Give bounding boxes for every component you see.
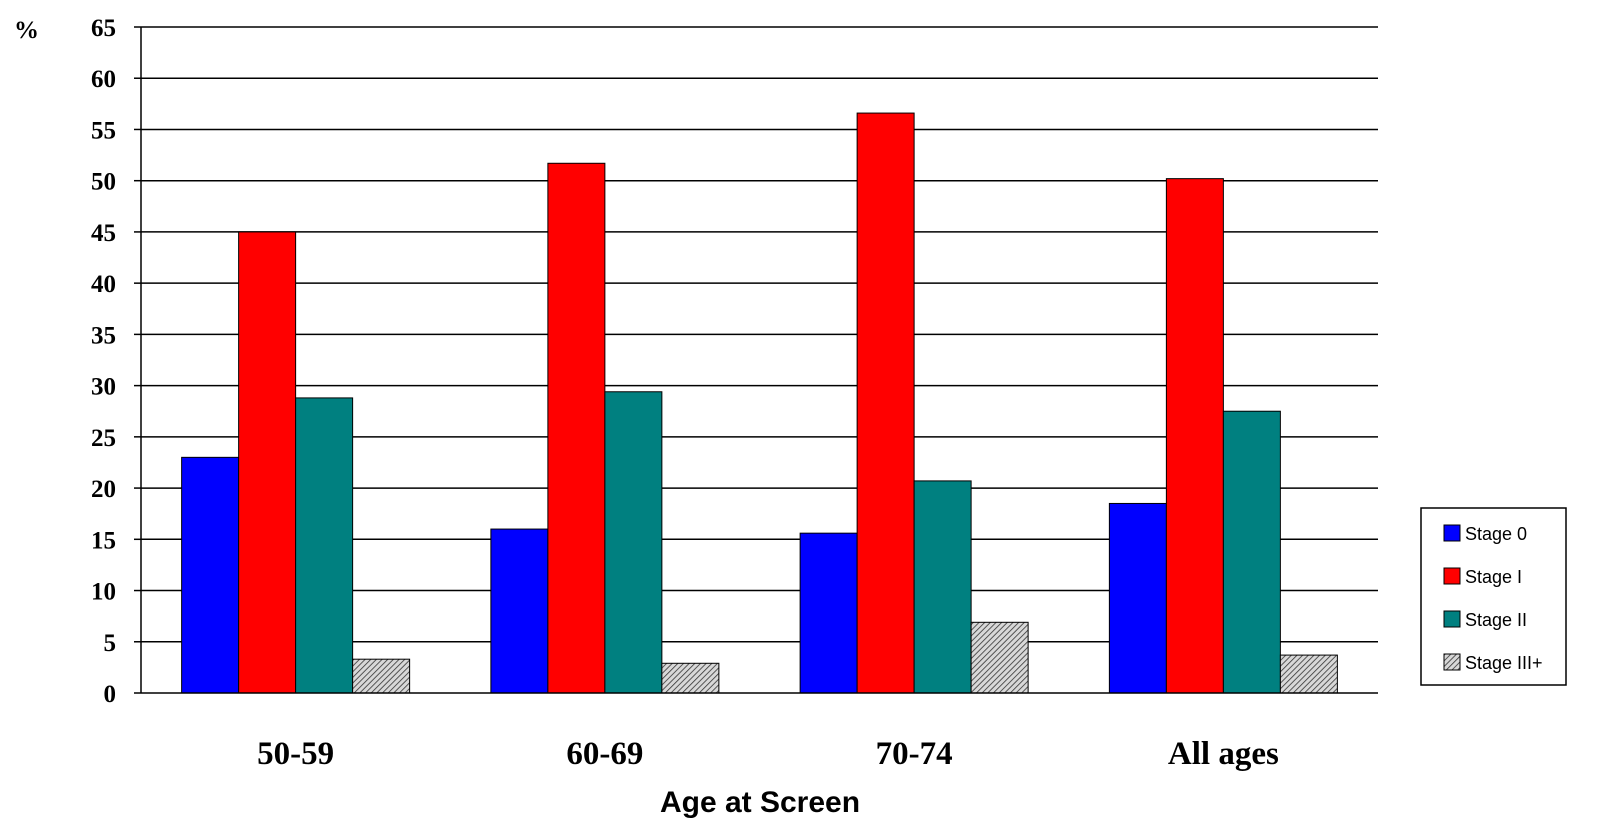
y-tick-label: 20	[91, 476, 116, 503]
bar-stage-ii-70-74	[913, 480, 972, 694]
legend-swatch	[1443, 653, 1461, 671]
bar-stage-0-60-69	[490, 528, 549, 694]
x-tick-label: 60-69	[566, 736, 643, 772]
bar-stage-iii-70-74	[970, 621, 1029, 694]
y-tick-labels: 0 5 10 15 20 25 30 35 40 45 50 55 60 65	[91, 15, 116, 708]
legend-label: Stage 0	[1465, 524, 1527, 544]
y-tick-label: 30	[91, 374, 116, 401]
y-tick-label: 25	[91, 425, 116, 452]
y-tick-label: 15	[91, 527, 116, 554]
y-tick-label: 40	[91, 271, 116, 298]
y-tick-label: 5	[104, 630, 117, 657]
x-tick-label: All ages	[1168, 736, 1279, 772]
y-axis-label: %	[14, 17, 39, 44]
bar-stage-i-50-59	[238, 231, 297, 694]
x-tick-labels: 50-59 60-69 70-74 All ages	[257, 736, 1279, 772]
legend: Stage 0 Stage I Stage II Stage III+	[1420, 507, 1567, 686]
legend-swatch	[1443, 610, 1461, 628]
bar-stage-0-all-ages	[1108, 502, 1167, 694]
bar-stage-0-70-74	[799, 532, 858, 694]
x-tick-label: 70-74	[876, 736, 953, 772]
bar-stage-ii-all-ages	[1222, 410, 1281, 694]
x-axis-label: Age at Screen	[660, 786, 860, 819]
legend-label: Stage III+	[1465, 653, 1543, 673]
bar-stage-iii-50-59	[352, 658, 411, 694]
y-tick-label: 50	[91, 169, 116, 196]
y-tick-label: 35	[91, 322, 116, 349]
y-tick-label: 60	[91, 66, 116, 93]
bar-stage-i-70-74	[856, 112, 915, 694]
y-tick-label: 65	[91, 15, 116, 42]
legend-swatch	[1443, 567, 1461, 585]
bar-stage-iii-60-69	[661, 662, 720, 694]
bar-stage-i-all-ages	[1165, 178, 1224, 694]
bar-stage-ii-60-69	[604, 391, 663, 694]
bar-stage-ii-50-59	[295, 397, 354, 694]
legend-label: Stage II	[1465, 610, 1527, 630]
bar-stage-0-50-59	[181, 456, 240, 694]
y-tick-label: 55	[91, 117, 116, 144]
y-tick-label: 45	[91, 220, 116, 247]
bar-stage-i-60-69	[547, 162, 606, 694]
axes	[140, 27, 1378, 694]
bar-stage-iii-all-ages	[1279, 654, 1338, 694]
y-tick-label: 0	[104, 681, 117, 708]
y-tick-label: 10	[91, 579, 116, 606]
legend-label: Stage I	[1465, 567, 1522, 587]
x-tick-label: 50-59	[257, 736, 334, 772]
legend-swatch	[1443, 524, 1461, 542]
bars	[181, 112, 1338, 694]
